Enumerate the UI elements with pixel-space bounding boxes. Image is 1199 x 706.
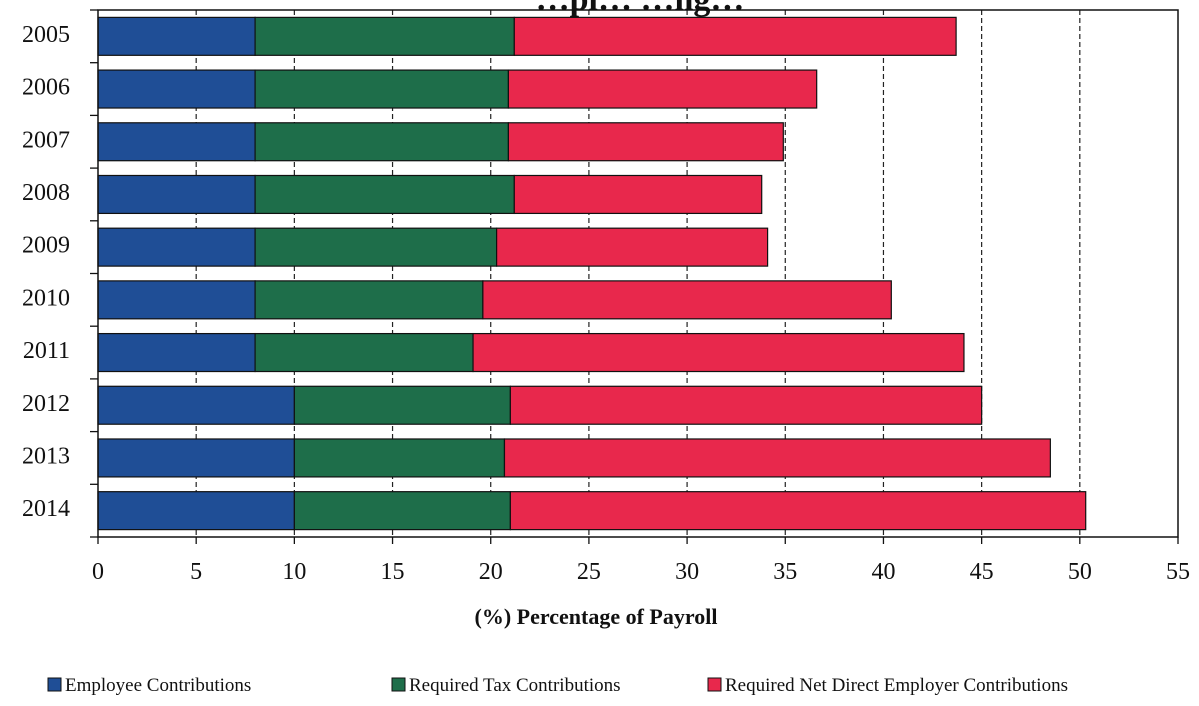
category-label: 2013 [22, 443, 70, 469]
x-tick-label: 10 [282, 559, 306, 585]
bar-segment [97, 174, 256, 215]
category-label: 2012 [22, 391, 70, 417]
bar-segment [97, 16, 256, 56]
bar-segment [97, 385, 295, 425]
bar-segment [513, 174, 763, 215]
bar-segment [254, 227, 498, 267]
bar-segment [254, 174, 515, 215]
axes: 2005200620072008200920102011201220132014… [22, 9, 1190, 585]
bar-segment [496, 227, 769, 267]
legend-label: Employee Contributions [65, 675, 251, 696]
bar-segment [254, 332, 474, 373]
bar-segment [254, 280, 484, 320]
category-label: 2009 [22, 233, 70, 259]
bar-segment [509, 385, 983, 425]
bar-segment [97, 69, 256, 109]
category-label: 2014 [22, 496, 70, 522]
category-label: 2011 [23, 338, 70, 364]
bar-segment [97, 491, 295, 531]
x-tick-label: 50 [1068, 559, 1092, 585]
x-tick-label: 40 [871, 559, 895, 585]
x-tick-label: 15 [381, 559, 405, 585]
category-label: 2005 [22, 22, 70, 48]
bar-segment [507, 69, 818, 109]
x-tick-label: 55 [1166, 559, 1190, 585]
bar-segment [254, 69, 510, 109]
legend-swatch [391, 677, 406, 692]
category-label: 2010 [22, 285, 70, 311]
bar-segment [482, 280, 892, 320]
chart-title: …pl… …ng… [536, 0, 745, 18]
legend-item: Employee Contributions [47, 675, 251, 696]
legend-swatch [47, 677, 62, 692]
bar-segment [97, 438, 295, 478]
legend-label: Required Tax Contributions [409, 675, 621, 696]
x-tick-label: 35 [773, 559, 797, 585]
bar-segment [513, 16, 957, 56]
bar-segment [293, 385, 511, 425]
bars [97, 16, 1087, 531]
bar-segment [507, 122, 784, 162]
category-label: 2007 [22, 127, 70, 153]
x-tick-label: 20 [479, 559, 503, 585]
x-tick-label: 45 [970, 559, 994, 585]
bar-segment [293, 438, 506, 478]
category-label: 2008 [22, 180, 70, 206]
bar-segment [254, 16, 515, 56]
bar-segment [503, 438, 1051, 478]
category-label: 2006 [22, 75, 70, 101]
x-tick-label: 5 [190, 559, 202, 585]
legend-item: Required Net Direct Employer Contributio… [707, 675, 1068, 696]
bar-segment [254, 122, 510, 162]
legend-label: Required Net Direct Employer Contributio… [725, 675, 1068, 696]
bar-segment [97, 280, 256, 320]
x-tick-label: 0 [92, 559, 104, 585]
x-tick-label: 25 [577, 559, 601, 585]
bar-segment [293, 491, 511, 531]
legend: Employee Contributions Required Tax Contr… [47, 675, 1068, 696]
legend-swatch [707, 677, 722, 692]
x-axis-title: (%) Percentage of Payroll [475, 604, 718, 629]
bar-segment [472, 332, 965, 373]
bar-segment [97, 227, 256, 267]
bar-segment [509, 491, 1087, 531]
legend-item: Required Tax Contributions [391, 675, 621, 696]
x-tick-label: 30 [675, 559, 699, 585]
bar-segment [97, 122, 256, 162]
bar-segment [97, 332, 256, 373]
